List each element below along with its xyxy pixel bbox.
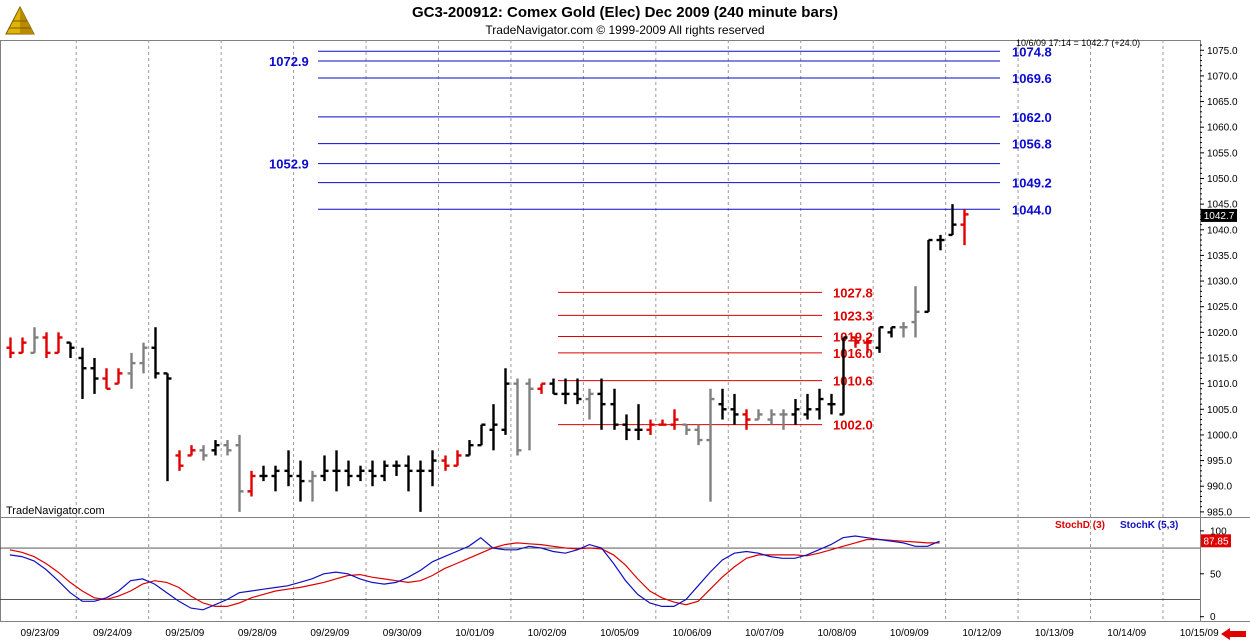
pyramid-logo-icon [5, 5, 35, 35]
y-tick-label: 1045.0 [1207, 200, 1238, 211]
x-tick-label: 09/29/09 [310, 628, 349, 639]
chart-title: GC3-200912: Comex Gold (Elec) Dec 2009 (… [411, 4, 838, 21]
x-tick-label: 09/25/09 [165, 628, 204, 639]
y-tick-label: 1030.0 [1207, 277, 1238, 288]
stoch-k-line [9, 535, 940, 611]
x-tick-label: 10/12/09 [962, 628, 1001, 639]
price-level-label: 1074.8 [1012, 44, 1052, 59]
y-tick-label: 995.0 [1207, 456, 1232, 467]
x-tick-label: 09/24/09 [93, 628, 132, 639]
price-level-label: 1062.0 [1012, 110, 1052, 125]
last-update-readout: 10/6/09 17:14 = 1042.7 (+24.0) [1016, 38, 1141, 48]
y-tick-label: 1025.0 [1207, 302, 1238, 313]
x-tick-label: 10/08/09 [817, 628, 856, 639]
y-tick-label: 1060.0 [1207, 123, 1238, 134]
y-tick-label: 1020.0 [1207, 328, 1238, 339]
stoch-last-value-label: 87.85 [1203, 536, 1228, 547]
last-price-tag [1201, 208, 1237, 222]
price-level-label: 1044.0 [1012, 202, 1052, 217]
y-tick-label: 1000.0 [1207, 430, 1238, 441]
price-level-label: 1002.0 [833, 418, 873, 433]
x-tick-label: 09/28/09 [238, 628, 277, 639]
last-price-label: 1042.7 [1204, 211, 1235, 222]
y-tick-label: 990.0 [1207, 482, 1232, 493]
y-tick-label: 1015.0 [1207, 354, 1238, 365]
y-tick-label: 1075.0 [1207, 46, 1238, 57]
price-level-label: 1052.9 [269, 157, 309, 172]
y-tick-label: 1065.0 [1207, 97, 1238, 108]
y-tick-label: 1010.0 [1207, 379, 1238, 390]
y-tick-label: 1070.0 [1207, 71, 1238, 82]
red-left-arrow-icon[interactable] [1221, 628, 1247, 640]
x-tick-label: 10/07/09 [745, 628, 784, 639]
stoch-y-tick-label: 50 [1210, 569, 1222, 580]
plot-frame [0, 40, 1201, 622]
x-tick-label: 10/05/09 [600, 628, 639, 639]
y-tick-label: 1050.0 [1207, 174, 1238, 185]
y-tick-label: 1005.0 [1207, 405, 1238, 416]
chart-subtitle: TradeNavigator.com © 1999-2009 All right… [485, 23, 765, 37]
watermark: TradeNavigator.com [6, 505, 105, 517]
x-tick-label: 10/14/09 [1107, 628, 1146, 639]
y-tick-label: 1035.0 [1207, 251, 1238, 262]
price-level-label: 1056.8 [1012, 137, 1052, 152]
legend-stoch-d: StochD (3) [1055, 520, 1105, 531]
y-tick-label: 1040.0 [1207, 225, 1238, 236]
price-level-label: 1069.6 [1012, 71, 1052, 86]
price-level-label: 1049.2 [1012, 176, 1052, 191]
legend-stoch-k: StochK (5,3) [1120, 520, 1179, 531]
x-tick-label: 10/13/09 [1035, 628, 1074, 639]
x-tick-label: 10/09/09 [890, 628, 929, 639]
x-tick-label: 09/23/09 [21, 628, 60, 639]
stoch-d-line [9, 538, 940, 608]
y-tick-label: 1055.0 [1207, 148, 1238, 159]
x-tick-label: 10/15/09 [1180, 628, 1219, 639]
y-tick-label: 985.0 [1207, 507, 1232, 518]
x-tick-label: 10/01/09 [455, 628, 494, 639]
price-level-label: 1010.6 [833, 374, 873, 389]
stoch-last-value-tag [1201, 534, 1231, 548]
stoch-y-tick-label: 0 [1210, 612, 1216, 623]
price-level-label: 1072.9 [269, 54, 309, 69]
stoch-y-tick-label: 100 [1210, 526, 1227, 537]
x-tick-label: 10/02/09 [528, 628, 567, 639]
x-tick-label: 10/06/09 [673, 628, 712, 639]
price-level-label: 1027.8 [833, 285, 873, 300]
price-level-label: 1023.3 [833, 308, 873, 323]
x-tick-label: 09/30/09 [383, 628, 422, 639]
